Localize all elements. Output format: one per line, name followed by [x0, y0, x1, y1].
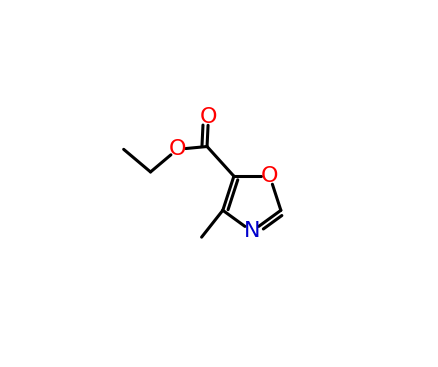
Text: O: O — [168, 139, 186, 159]
Text: O: O — [261, 166, 278, 186]
Text: N: N — [243, 221, 259, 241]
Text: O: O — [199, 107, 217, 127]
